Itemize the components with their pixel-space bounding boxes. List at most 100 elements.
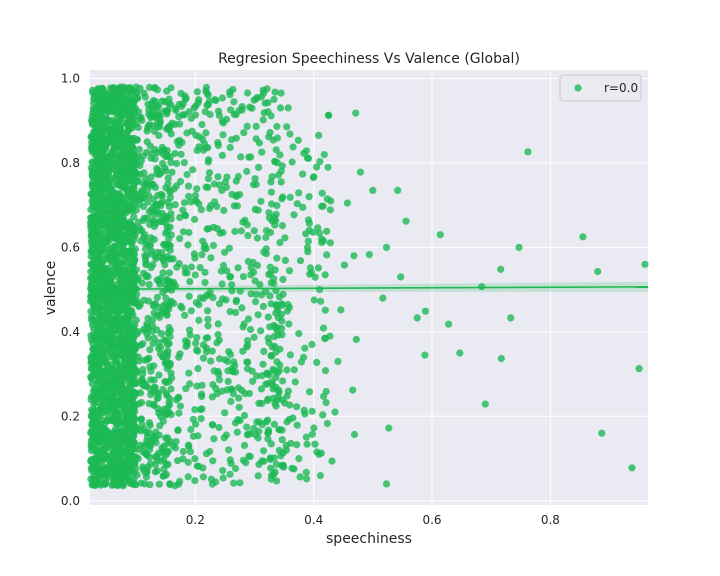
scatter-point xyxy=(141,245,150,253)
scatter-point xyxy=(334,357,342,365)
scatter-point xyxy=(321,271,329,279)
scatter-point xyxy=(89,172,97,180)
scatter-point xyxy=(267,228,275,237)
scatter-point xyxy=(143,451,151,459)
scatter-point xyxy=(240,129,248,137)
scatter-point xyxy=(259,86,267,94)
scatter-point xyxy=(186,448,194,456)
scatter-point xyxy=(195,96,203,104)
scatter-point xyxy=(141,93,149,101)
scatter-point xyxy=(103,270,111,278)
scatter-point xyxy=(154,210,162,218)
scatter-point xyxy=(295,330,303,338)
scatter-point xyxy=(190,250,198,258)
scatter-point xyxy=(105,170,113,179)
scatter-point xyxy=(162,280,170,288)
scatter-point xyxy=(497,354,505,363)
y-tick-label: 0.4 xyxy=(61,325,80,339)
scatter-point xyxy=(252,298,260,306)
scatter-point xyxy=(146,460,154,468)
x-tick-label: 0.8 xyxy=(541,513,560,527)
scatter-point xyxy=(171,444,180,452)
scatter-point xyxy=(125,435,133,443)
scatter-point xyxy=(167,298,176,306)
scatter-point xyxy=(147,376,155,384)
scatter-point xyxy=(271,88,279,96)
scatter-point xyxy=(302,147,311,155)
scatter-point xyxy=(122,104,130,112)
scatter-point xyxy=(175,393,183,401)
scatter-point xyxy=(285,320,293,328)
scatter-point xyxy=(94,428,102,436)
scatter-point xyxy=(91,307,99,315)
scatter-point xyxy=(102,100,110,108)
scatter-point xyxy=(243,167,251,176)
scatter-point xyxy=(93,198,101,206)
scatter-point xyxy=(227,351,235,359)
scatter-point xyxy=(242,459,250,467)
scatter-point xyxy=(286,130,294,138)
scatter-point xyxy=(273,254,281,262)
scatter-point xyxy=(193,88,201,96)
scatter-point xyxy=(165,126,173,134)
scatter-point xyxy=(164,347,172,355)
scatter-point xyxy=(121,419,129,427)
scatter-point xyxy=(209,381,217,389)
scatter-point xyxy=(228,281,236,289)
scatter-point xyxy=(219,229,227,237)
scatter-point xyxy=(222,296,230,304)
scatter-point xyxy=(87,284,95,292)
scatter-point xyxy=(248,104,256,112)
scatter-point xyxy=(149,195,158,203)
scatter-point xyxy=(132,344,140,352)
scatter-point xyxy=(195,316,203,324)
scatter-point xyxy=(104,391,112,399)
scatter-point xyxy=(161,471,169,479)
scatter-point xyxy=(183,341,191,349)
scatter-point xyxy=(121,300,129,309)
scatter-point xyxy=(294,136,302,144)
scatter-point xyxy=(173,137,181,146)
scatter-point xyxy=(323,195,331,203)
scatter-point xyxy=(260,347,268,355)
scatter-point xyxy=(127,144,135,153)
scatter-point xyxy=(98,234,106,242)
scatter-point xyxy=(162,379,170,387)
scatter-point xyxy=(305,193,313,201)
scatter-point xyxy=(249,181,258,189)
scatter-point xyxy=(318,235,326,243)
scatter-point xyxy=(277,310,286,318)
scatter-point xyxy=(195,301,203,309)
scatter-point xyxy=(247,264,255,272)
scatter-point xyxy=(154,390,163,398)
scatter-point xyxy=(239,347,247,355)
scatter-point xyxy=(87,396,95,404)
scatter-point xyxy=(138,227,146,235)
scatter-point xyxy=(145,297,153,305)
scatter-point xyxy=(244,232,252,240)
scatter-point xyxy=(94,448,103,456)
scatter-point xyxy=(352,109,360,117)
scatter-point xyxy=(267,440,275,448)
scatter-point xyxy=(277,89,285,97)
scatter-point xyxy=(276,345,284,353)
scatter-point xyxy=(117,167,126,175)
scatter-point xyxy=(265,270,273,278)
scatter-point xyxy=(176,477,184,485)
scatter-point xyxy=(283,366,291,374)
scatter-point xyxy=(90,290,99,298)
scatter-point xyxy=(156,422,164,430)
scatter-point xyxy=(128,240,136,248)
scatter-point xyxy=(369,186,377,194)
scatter-point xyxy=(132,465,140,473)
scatter-point xyxy=(123,236,131,244)
scatter-point xyxy=(132,275,140,283)
scatter-point xyxy=(155,371,163,379)
scatter-point xyxy=(109,84,117,92)
scatter-point xyxy=(124,166,132,174)
scatter-point xyxy=(204,315,212,323)
scatter-point xyxy=(155,339,163,347)
scatter-point xyxy=(163,253,172,261)
scatter-point xyxy=(146,442,155,450)
